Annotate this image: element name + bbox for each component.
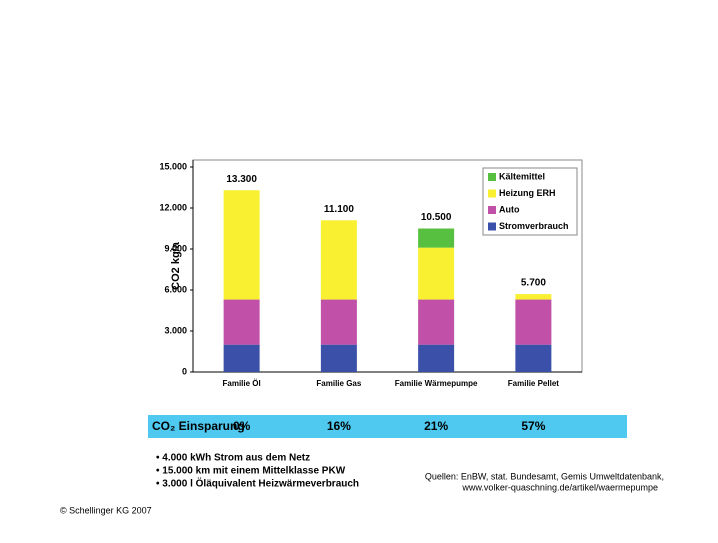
saving-value: 21% — [424, 419, 448, 433]
x-tick-label: Familie Gas — [316, 379, 361, 388]
legend-label: Stromverbrauch — [499, 221, 569, 231]
bar-segment — [223, 190, 260, 300]
note: • 15.000 km mit einem Mittelklasse PKW — [156, 466, 346, 477]
y-tick-label: 0 — [182, 366, 187, 376]
bar-segment — [515, 294, 552, 300]
legend-label: Heizung ERH — [499, 188, 556, 198]
savings-band — [148, 415, 627, 438]
saving-value: 57% — [521, 419, 545, 433]
bar-segment — [418, 247, 455, 300]
bar-segment — [515, 299, 552, 345]
note: • 4.000 kWh Strom aus dem Netz — [156, 453, 310, 464]
legend-label: Auto — [499, 204, 520, 214]
y-tick-label: 3.000 — [164, 325, 187, 335]
bar-segment — [418, 299, 455, 345]
legend-swatch — [488, 222, 496, 231]
y-tick-label: 6.000 — [164, 284, 187, 294]
copyright: © Schellinger KG 2007 — [60, 505, 152, 515]
bar-segment — [320, 344, 357, 372]
bar-segment — [418, 344, 455, 372]
legend-swatch — [488, 173, 496, 181]
bar-segment — [223, 344, 260, 372]
total-label: 13.300 — [226, 174, 257, 185]
note: • 3.000 l Öläquivalent Heizwärmeverbrauc… — [156, 477, 359, 490]
legend-swatch — [488, 206, 496, 214]
bar-segment — [320, 220, 357, 300]
source: www.volker-quaschning.de/artikel/waermep… — [461, 482, 658, 492]
source: Quellen: EnBW, stat. Bundesamt, Gemis Um… — [425, 471, 664, 481]
legend-label: Kältemittel — [499, 171, 545, 181]
saving-value: 0% — [233, 419, 251, 433]
total-label: 11.100 — [324, 204, 354, 215]
total-label: 10.500 — [421, 212, 452, 223]
y-tick-label: 15.000 — [159, 161, 187, 171]
legend-swatch — [488, 189, 496, 198]
bar-segment — [223, 299, 260, 345]
total-label: 5.700 — [521, 278, 546, 289]
x-tick-label: Familie Öl — [223, 379, 261, 388]
legend-box — [482, 167, 578, 236]
savings-label: CO₂ Einsparung — [152, 419, 245, 433]
y-tick-label: 9.000 — [164, 243, 187, 253]
bar-segment — [418, 228, 455, 248]
x-tick-label: Familie Pellet — [508, 379, 559, 388]
y-axis-label: CO2 kg/a — [170, 241, 182, 290]
bar-segment — [320, 299, 357, 345]
bar-segment — [515, 344, 552, 372]
saving-value: 16% — [327, 419, 351, 433]
y-tick-label: 12.000 — [159, 202, 187, 212]
x-tick-label: Familie Wärmepumpe — [395, 379, 478, 388]
